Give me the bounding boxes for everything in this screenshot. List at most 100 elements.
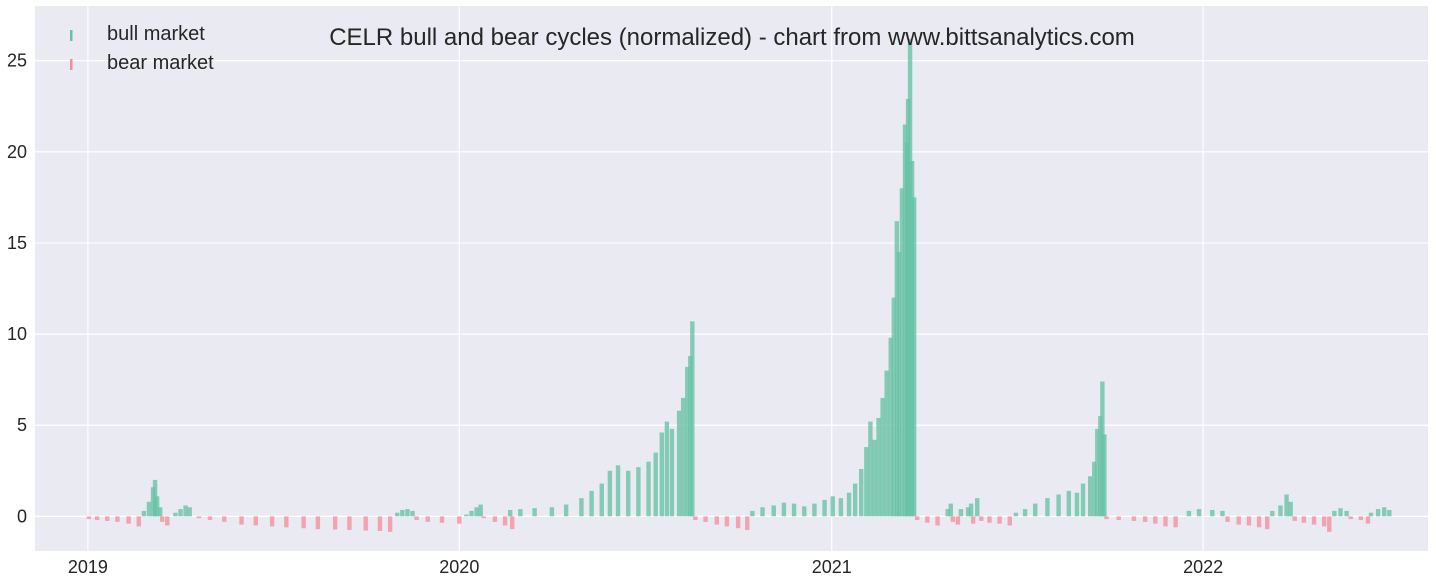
bull-market-bar	[154, 496, 160, 517]
bear-market-bar	[1348, 516, 1353, 520]
grid	[35, 6, 1428, 551]
bear-market-bar	[970, 516, 976, 524]
bull-market-bar	[846, 492, 852, 517]
bear-market-bar	[332, 516, 338, 530]
bull-market-bar	[141, 510, 147, 517]
bear-market-bar	[1365, 516, 1371, 524]
bear-market-bar	[914, 516, 920, 521]
x-tick-label: 2021	[812, 557, 852, 577]
bull-market-bar	[410, 510, 415, 517]
bull-market-bar	[173, 512, 178, 517]
bull-market-bar	[830, 496, 835, 517]
bear-market-bar	[1236, 516, 1241, 525]
bull-market-bar	[1033, 503, 1038, 517]
bear-market-bar	[439, 516, 445, 523]
plot-area	[35, 6, 1428, 551]
bull-market-bar	[478, 504, 483, 517]
bull-market-bar	[1220, 510, 1225, 517]
bull-market-bar	[958, 509, 964, 517]
bull-market-bar	[911, 197, 917, 517]
bear-market-bar	[1322, 516, 1327, 527]
bull-market-bar	[822, 499, 827, 517]
bear-market-bar	[1327, 516, 1332, 532]
bull-market-bar	[896, 252, 902, 517]
bear-market-bar	[997, 516, 1002, 524]
bear-market-bar	[703, 516, 708, 522]
bear-market-bar	[935, 516, 940, 526]
bear-market-bar	[196, 516, 202, 519]
bull-market-bar	[1186, 510, 1192, 517]
bear-market-bar	[693, 516, 698, 521]
bear-market-bar	[955, 516, 961, 525]
bear-market-bar	[414, 516, 419, 521]
bull-market-bar	[1045, 498, 1050, 517]
bear-market-bar	[1292, 516, 1297, 521]
bull-market-bar	[464, 514, 469, 517]
bull-market-bar	[653, 452, 658, 517]
bull-market-bar	[187, 507, 192, 517]
bull-market-bar	[868, 421, 873, 517]
bull-market-bar	[157, 507, 163, 517]
bear-market-bar	[165, 516, 170, 526]
bear-market-bar	[347, 516, 352, 531]
x-tick-label: 2020	[439, 557, 479, 577]
x-tick-labels: 2019 2020 2021 2022	[68, 557, 1223, 577]
bull-market-bar	[859, 468, 864, 517]
y-tick-label: 25	[7, 51, 27, 71]
bull-market-bar	[664, 421, 670, 517]
y-tick-label: 10	[7, 324, 27, 344]
bear-market-bar	[1116, 516, 1121, 521]
bull-market-bar	[474, 507, 479, 517]
bull-market-bar	[791, 503, 797, 517]
bull-market-bar	[395, 512, 400, 517]
bear-market-bar	[724, 516, 730, 527]
bear-market-bar	[301, 516, 306, 529]
bull-market-bar	[968, 503, 974, 517]
bars	[86, 38, 1392, 532]
bear-market-bar	[315, 516, 321, 530]
bear-market-bar	[1104, 516, 1109, 520]
y-tick-label: 20	[7, 142, 27, 162]
bear-market-bar	[1153, 516, 1158, 524]
bull-market-bar	[1074, 492, 1080, 517]
bear-market-bar	[492, 516, 498, 522]
y-tick-label: 5	[17, 415, 27, 435]
bull-market-bar	[690, 321, 695, 517]
bear-market-bar	[284, 516, 289, 528]
bull-market-bar	[669, 428, 675, 517]
bull-market-bar	[781, 502, 787, 517]
bull-market-bar	[685, 366, 690, 517]
bear-market-bar	[925, 516, 930, 523]
bull-market-bar	[1196, 509, 1202, 517]
bear-market-bar	[502, 516, 508, 526]
bull-market-bar	[1278, 505, 1283, 517]
bear-market-bar	[269, 516, 275, 527]
bull-market-bar	[676, 410, 682, 517]
bear-market-bar	[425, 516, 430, 522]
bull-market-bar	[469, 510, 474, 517]
bull-market-bar	[146, 501, 152, 517]
bull-market-bar	[771, 505, 776, 517]
legend: bull market bear market	[70, 23, 214, 74]
bull-market-bar	[802, 506, 807, 517]
bull-market-bar	[948, 503, 953, 517]
bull-market-bar	[891, 297, 896, 517]
bull-market-bar	[852, 483, 858, 517]
bull-market-bar	[1102, 434, 1107, 517]
bull-market-bar	[1375, 509, 1381, 517]
bull-market-bar	[589, 490, 594, 517]
bull-market-bar	[1080, 483, 1086, 517]
bear-market-bar	[714, 516, 719, 525]
bull-market-bar	[760, 507, 765, 517]
bull-market-bar	[888, 337, 893, 517]
bull-market-bar	[1288, 501, 1293, 517]
bear-market-bar	[222, 516, 227, 522]
bull-market-bar	[1270, 510, 1275, 517]
bull-market-bar	[636, 467, 641, 517]
legend-bull-swatch	[70, 30, 73, 41]
bear-market-bar	[1265, 516, 1270, 530]
bear-market-bar	[1256, 516, 1262, 528]
bear-market-bar	[363, 516, 368, 531]
bear-market-bar	[1358, 516, 1364, 521]
